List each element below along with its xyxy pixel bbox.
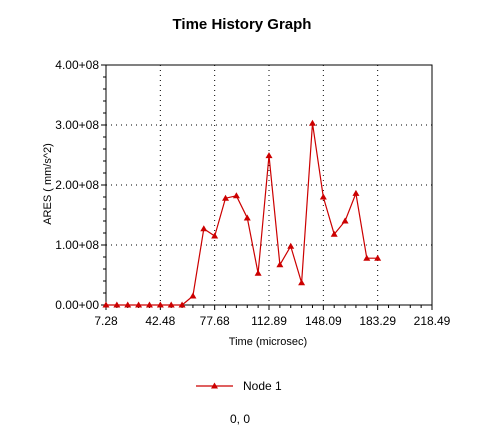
y-tick-label: 1.00+08 — [55, 238, 99, 252]
data-point — [232, 192, 240, 199]
legend-label-node-1: Node 1 — [243, 379, 282, 393]
x-axis-label: Time (microsec) — [229, 336, 307, 348]
cursor-coordinates: 0, 0 — [230, 412, 250, 426]
data-point — [319, 193, 327, 200]
series-line-node-1 — [106, 123, 378, 306]
data-point — [113, 301, 121, 308]
data-point — [298, 279, 306, 286]
data-point — [287, 242, 295, 249]
data-point — [363, 254, 371, 261]
data-point — [276, 261, 284, 268]
y-tick-label: 2.00+08 — [55, 178, 99, 192]
x-tick-label: 112.89 — [251, 314, 287, 328]
y-tick-label: 0.00+00 — [55, 298, 99, 312]
data-point — [135, 301, 143, 308]
y-axis-label: ARES ( mm/s^2) — [42, 143, 54, 225]
chart-title: Time History Graph — [173, 16, 312, 33]
data-point — [145, 301, 153, 308]
data-point — [330, 230, 338, 237]
x-tick-label: 218.49 — [414, 314, 451, 328]
x-tick-label: 42.48 — [145, 314, 175, 328]
x-tick-label: 148.09 — [305, 314, 342, 328]
y-tick-label: 3.00+08 — [55, 118, 99, 132]
y-tick-label: 4.00+08 — [55, 58, 99, 72]
data-point — [341, 217, 349, 224]
plot-area: 0.00+00 1.00+08 2.00+08 3.00+08 4.00+08 7.28 4… — [55, 58, 450, 328]
legend: Node 1 — [196, 379, 282, 393]
x-tick-label: 77.68 — [200, 314, 230, 328]
data-point — [308, 119, 316, 126]
data-point — [200, 225, 208, 232]
data-point — [102, 301, 110, 308]
data-point — [124, 301, 132, 308]
x-tick-label: 7.28 — [94, 314, 118, 328]
data-point — [265, 152, 273, 159]
x-tick-label: 183.29 — [359, 314, 396, 328]
data-point — [167, 301, 175, 308]
data-point — [156, 301, 164, 308]
legend-marker — [211, 382, 218, 389]
data-point — [211, 232, 219, 239]
data-point — [374, 254, 382, 261]
data-point — [243, 214, 251, 221]
data-point — [254, 269, 262, 276]
data-point — [189, 292, 197, 299]
data-point — [222, 194, 230, 201]
data-point — [178, 301, 186, 308]
data-point — [352, 189, 360, 196]
